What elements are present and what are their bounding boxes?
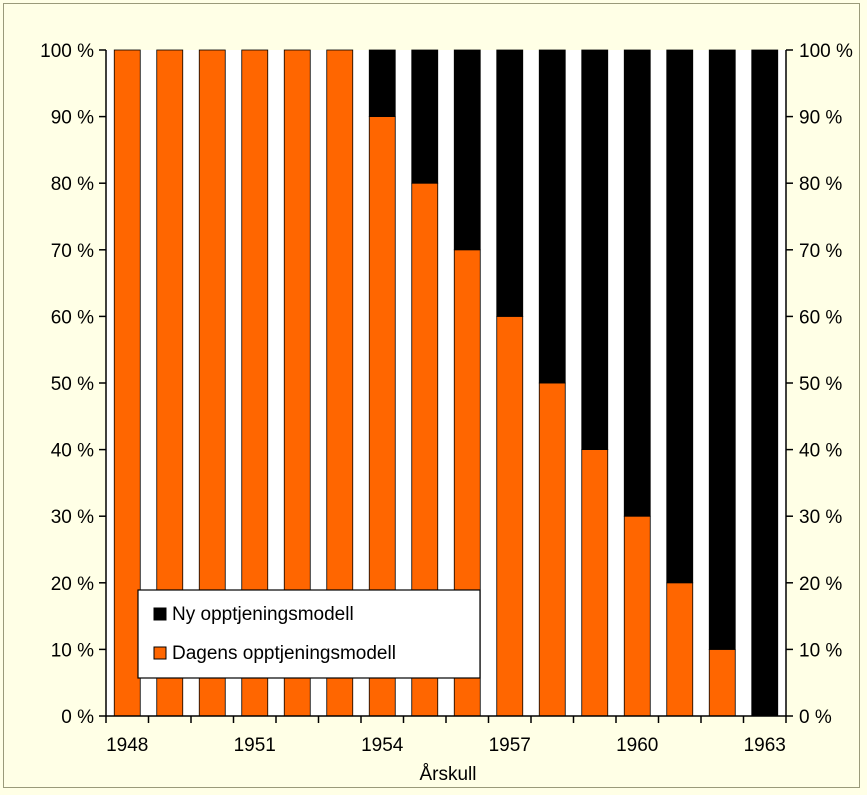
y-tick-label-right: 60 %	[799, 307, 842, 328]
y-tick-label-left: 50 %	[51, 374, 94, 395]
y-tick-label-left: 10 %	[51, 640, 94, 661]
bar-ny-1963	[751, 49, 779, 717]
y-tick-label-left: 80 %	[51, 174, 94, 195]
chart-frame	[3, 3, 860, 788]
y-tick-label-right: 0 %	[799, 707, 832, 728]
legend-swatch-dagens	[153, 646, 167, 660]
bar-ny-1955	[411, 49, 439, 184]
x-axis-title: Årskull	[419, 764, 476, 785]
y-tick-label-left: 70 %	[51, 241, 94, 262]
legend-swatch-ny	[153, 607, 167, 621]
legend-box	[137, 589, 481, 679]
bar-dagens-1960	[623, 515, 651, 717]
y-tick-label-left: 30 %	[51, 507, 94, 528]
y-tick-label-right: 40 %	[799, 441, 842, 462]
bar-ny-1962	[708, 49, 736, 650]
x-tick-label: 1951	[234, 735, 276, 756]
bar-dagens-1962	[708, 649, 736, 717]
y-tick-label-left: 40 %	[51, 441, 94, 462]
x-tick-label: 1948	[106, 735, 148, 756]
y-tick-label-right: 70 %	[799, 241, 842, 262]
y-tick-label-right: 10 %	[799, 640, 842, 661]
bar-dagens-1958	[538, 382, 566, 717]
bar-dagens-1948	[113, 49, 141, 717]
y-tick-label-left: 60 %	[51, 307, 94, 328]
bar-ny-1961	[666, 49, 694, 584]
legend-label-ny: Ny opptjeningsmodell	[172, 604, 354, 625]
x-tick-label: 1957	[489, 735, 531, 756]
bar-ny-1954	[368, 49, 396, 117]
bar-dagens-1957	[496, 315, 524, 717]
x-tick-label: 1963	[744, 735, 786, 756]
bar-ny-1957	[496, 49, 524, 317]
y-tick-label-right: 100 %	[799, 41, 853, 62]
legend-label-dagens: Dagens opptjeningsmodell	[172, 643, 396, 664]
y-tick-label-left: 90 %	[51, 108, 94, 129]
bar-ny-1960	[623, 49, 651, 517]
y-tick-label-right: 90 %	[799, 108, 842, 129]
x-tick-label: 1960	[616, 735, 658, 756]
y-tick-label-left: 20 %	[51, 574, 94, 595]
x-tick-label: 1954	[361, 735, 404, 756]
y-tick-label-left: 100 %	[40, 41, 94, 62]
bar-dagens-1961	[666, 582, 694, 717]
y-tick-label-right: 80 %	[799, 174, 842, 195]
bar-ny-1958	[538, 49, 566, 384]
y-tick-label-right: 50 %	[799, 374, 842, 395]
y-tick-label-right: 20 %	[799, 574, 842, 595]
bar-ny-1959	[581, 49, 609, 451]
bar-dagens-1959	[581, 449, 609, 717]
bar-ny-1956	[453, 49, 481, 251]
y-tick-label-right: 30 %	[799, 507, 842, 528]
y-tick-label-left: 0 %	[61, 707, 94, 728]
